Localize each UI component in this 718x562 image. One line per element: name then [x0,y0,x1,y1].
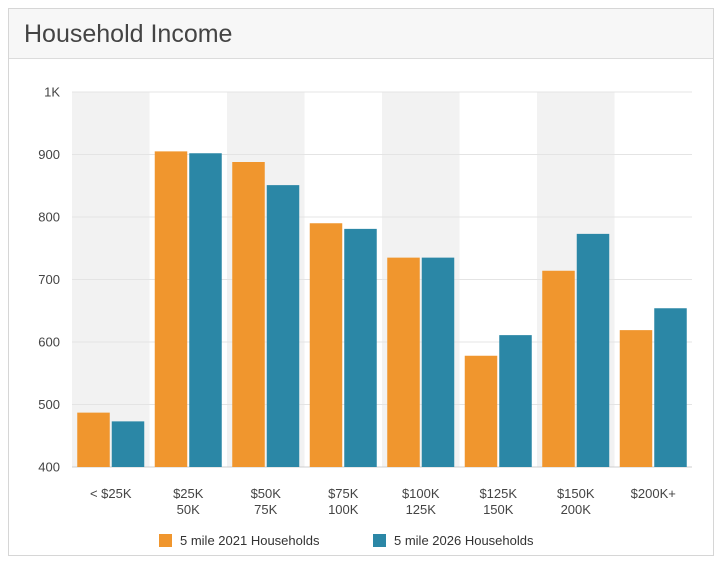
y-tick-label: 700 [38,272,60,287]
y-axis-ticks: 400 500 600 700 800 900 1K [38,85,60,475]
bar-2021 [387,257,420,467]
legend-label: 5 mile 2021 Households [180,533,320,548]
panel-header: Household Income [9,9,713,59]
y-tick-label: 1K [44,85,60,100]
legend-swatch [159,534,172,547]
y-tick-label: 900 [38,147,60,162]
bar-2021 [542,270,575,467]
y-tick-label: 500 [38,397,60,412]
bar-2026 [266,185,300,467]
panel-title: Household Income [24,20,233,48]
x-tick-label: 150K [483,502,514,517]
bar-2026 [499,335,532,467]
x-tick-label: $25K [173,486,204,501]
x-tick-label: 75K [254,502,277,517]
x-tick-label: 125K [406,502,437,517]
x-tick-label: $75K [328,486,359,501]
bar-2026 [421,257,455,467]
bar-2026 [344,228,377,467]
bar-2021 [619,330,653,467]
x-tick-label: < $25K [90,486,132,501]
x-tick-label: 200K [561,502,592,517]
x-tick-label: $50K [251,486,282,501]
x-tick-label: $150K [557,486,595,501]
bar-2021 [154,151,188,467]
legend: 5 mile 2021 Households 5 mile 2026 Househ… [159,533,534,548]
bar-2021 [464,355,498,467]
bar-2026 [111,421,145,467]
bar-2021 [232,162,265,467]
bar-2026 [654,308,687,467]
bar-2021 [77,412,110,467]
bar-2021 [309,223,343,467]
x-tick-label: $125K [479,486,517,501]
bar-2026 [189,153,222,467]
bars [77,151,687,467]
legend-swatch [373,534,386,547]
x-tick-label: 100K [328,502,359,517]
x-tick-label: $100K [402,486,440,501]
x-tick-label: 50K [177,502,200,517]
legend-label: 5 mile 2026 Households [394,533,534,548]
y-tick-label: 800 [38,210,60,225]
y-tick-label: 400 [38,460,60,475]
x-tick-label: $200K+ [631,486,676,501]
y-tick-label: 600 [38,335,60,350]
bar-2026 [576,233,610,467]
